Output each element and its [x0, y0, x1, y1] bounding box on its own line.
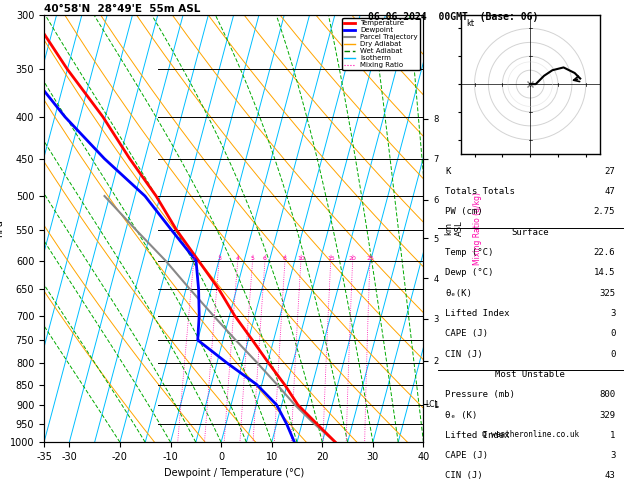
Text: 5: 5 [250, 256, 255, 261]
Text: 20: 20 [348, 256, 357, 261]
Text: 0: 0 [610, 330, 615, 338]
Text: LCL: LCL [425, 400, 439, 409]
Text: 3: 3 [610, 451, 615, 460]
Text: CAPE (J): CAPE (J) [445, 330, 488, 338]
Text: 6: 6 [263, 256, 267, 261]
Text: θₑ (K): θₑ (K) [445, 411, 477, 419]
Text: 27: 27 [604, 167, 615, 176]
Text: 15: 15 [327, 256, 335, 261]
Text: Surface: Surface [511, 228, 549, 237]
Text: K: K [445, 167, 450, 176]
Text: 06.06.2024  00GMT  (Base: 06): 06.06.2024 00GMT (Base: 06) [368, 12, 538, 22]
Text: Lifted Index: Lifted Index [445, 431, 509, 440]
Text: 329: 329 [599, 411, 615, 419]
Text: θₑ(K): θₑ(K) [445, 289, 472, 298]
Text: CIN (J): CIN (J) [445, 471, 482, 481]
Text: Most Unstable: Most Unstable [495, 370, 565, 379]
Text: 40°58'N  28°49'E  55m ASL: 40°58'N 28°49'E 55m ASL [44, 4, 201, 14]
Text: 10: 10 [297, 256, 305, 261]
Text: CIN (J): CIN (J) [445, 349, 482, 359]
Text: 25: 25 [366, 256, 374, 261]
Text: 47: 47 [604, 187, 615, 196]
Text: 2.75: 2.75 [594, 208, 615, 216]
Text: 1: 1 [610, 431, 615, 440]
X-axis label: Dewpoint / Temperature (°C): Dewpoint / Temperature (°C) [164, 468, 304, 478]
Text: © weatheronline.co.uk: © weatheronline.co.uk [482, 431, 579, 439]
Text: 325: 325 [599, 289, 615, 298]
Text: Totals Totals: Totals Totals [445, 187, 515, 196]
Text: 3: 3 [610, 309, 615, 318]
Text: 22.6: 22.6 [594, 248, 615, 257]
Text: Pressure (mb): Pressure (mb) [445, 390, 515, 399]
Text: CAPE (J): CAPE (J) [445, 451, 488, 460]
Legend: Temperature, Dewpoint, Parcel Trajectory, Dry Adiabat, Wet Adiabat, Isotherm, Mi: Temperature, Dewpoint, Parcel Trajectory… [342, 18, 420, 70]
Text: Temp (°C): Temp (°C) [445, 248, 493, 257]
Text: 4: 4 [236, 256, 240, 261]
Y-axis label: km
ASL: km ASL [444, 221, 464, 236]
Text: kt: kt [466, 18, 474, 28]
Text: 3: 3 [217, 256, 221, 261]
Text: 14.5: 14.5 [594, 268, 615, 278]
Text: Mixing Ratio (g/kg): Mixing Ratio (g/kg) [473, 192, 482, 265]
Text: PW (cm): PW (cm) [445, 208, 482, 216]
Text: 43: 43 [604, 471, 615, 481]
Text: Dewp (°C): Dewp (°C) [445, 268, 493, 278]
Text: Lifted Index: Lifted Index [445, 309, 509, 318]
Y-axis label: hPa: hPa [0, 220, 4, 237]
Text: 8: 8 [283, 256, 287, 261]
Text: 2: 2 [192, 256, 196, 261]
Text: 0: 0 [610, 349, 615, 359]
Text: 800: 800 [599, 390, 615, 399]
